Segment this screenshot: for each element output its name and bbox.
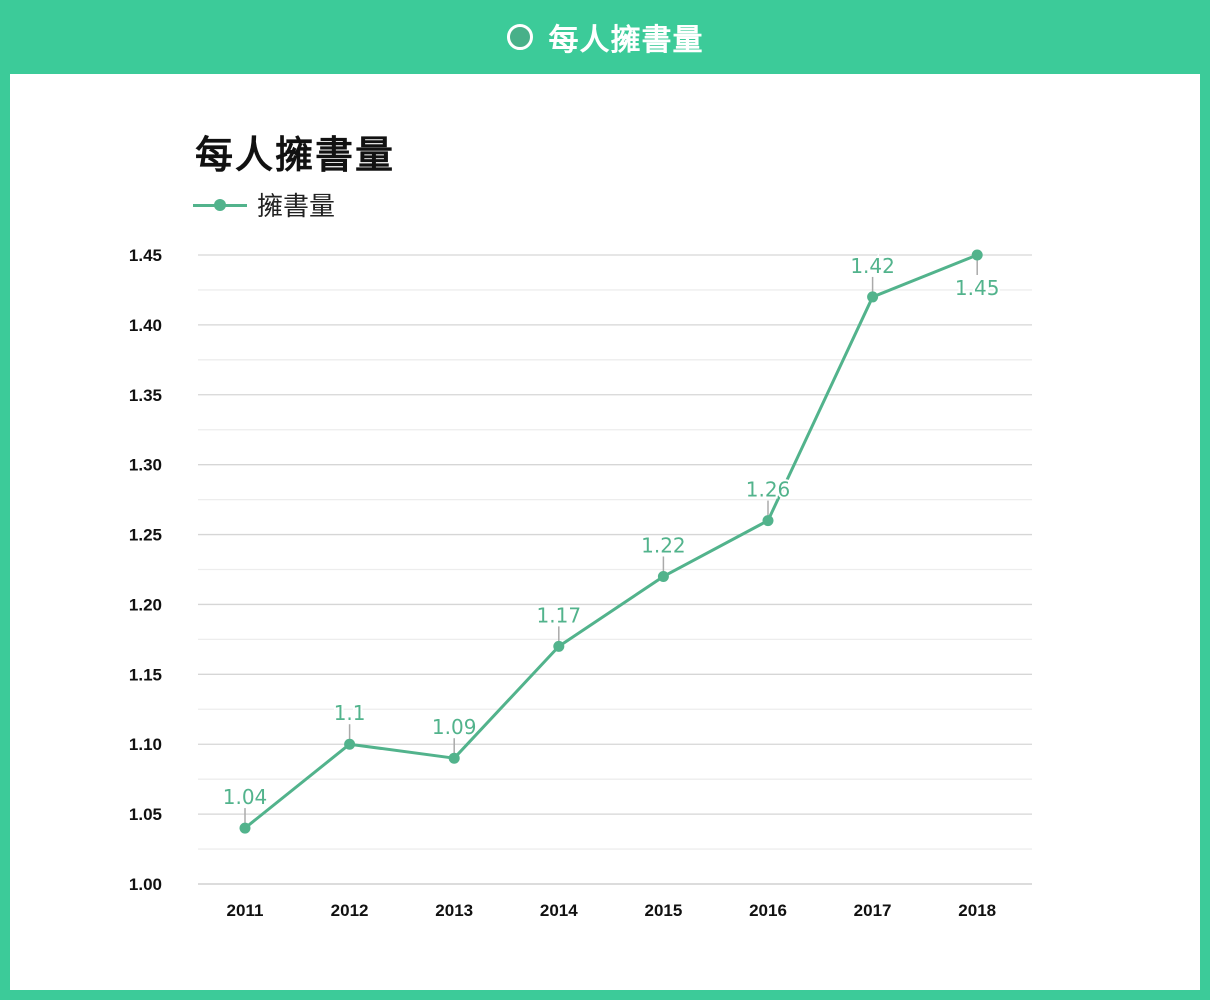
data-label: 1.04	[223, 785, 268, 809]
x-tick-label: 2018	[958, 901, 996, 920]
data-label: 1.09	[432, 715, 477, 739]
data-point	[867, 291, 879, 303]
page-header: 每人擁書量	[0, 0, 1210, 74]
y-tick-label: 1.15	[129, 665, 162, 684]
data-point	[657, 570, 669, 582]
data-point	[239, 822, 251, 834]
y-tick-label: 1.25	[129, 526, 162, 545]
x-tick-label: 2013	[435, 901, 473, 920]
legend-line-marker-icon	[193, 195, 247, 215]
series-line	[244, 253, 978, 830]
x-tick-label: 2015	[644, 901, 682, 920]
data-label: 1.42	[850, 254, 895, 278]
data-label: 1.22	[641, 533, 686, 557]
x-tick-label: 2012	[331, 901, 369, 920]
x-tick-label: 2017	[854, 901, 892, 920]
data-point	[762, 515, 774, 527]
chart-legend[interactable]: 擁書量	[193, 186, 335, 223]
y-tick-label: 1.30	[129, 456, 162, 475]
data-point	[553, 640, 565, 652]
data-point	[971, 249, 983, 261]
data-label: 1.26	[746, 478, 791, 502]
y-tick-label: 1.35	[129, 386, 162, 405]
x-tick-label: 2011	[227, 901, 264, 920]
y-tick-label: 1.00	[129, 875, 162, 894]
x-tick-label: 2016	[749, 901, 787, 920]
data-point	[448, 752, 460, 764]
y-tick-label: 1.10	[129, 735, 162, 754]
data-point	[344, 738, 356, 750]
x-tick-label: 2014	[540, 901, 578, 920]
y-tick-label: 1.40	[129, 316, 162, 335]
y-tick-label: 1.20	[129, 595, 162, 614]
y-tick-label: 1.45	[129, 246, 162, 265]
y-tick-label: 1.05	[129, 805, 162, 824]
data-label: 1.17	[537, 603, 582, 627]
circle-icon	[506, 24, 533, 50]
data-label: 1.45	[955, 276, 1000, 300]
legend-label: 擁書量	[257, 192, 336, 222]
chart-title: 每人擁書量	[195, 132, 396, 177]
line-chart: 1.00 1.05 1.10 1.15 1.20 1.25 1.30 1.35 1.40 1.45…	[129, 246, 1032, 920]
chart-panel: 每人擁書量 擁書量 1.00 1.05 1.10 1.15 1.20 1.25 1.30 1.…	[10, 74, 1200, 990]
data-label: 1.1	[334, 701, 366, 725]
page-title: 每人擁書量	[548, 23, 704, 58]
